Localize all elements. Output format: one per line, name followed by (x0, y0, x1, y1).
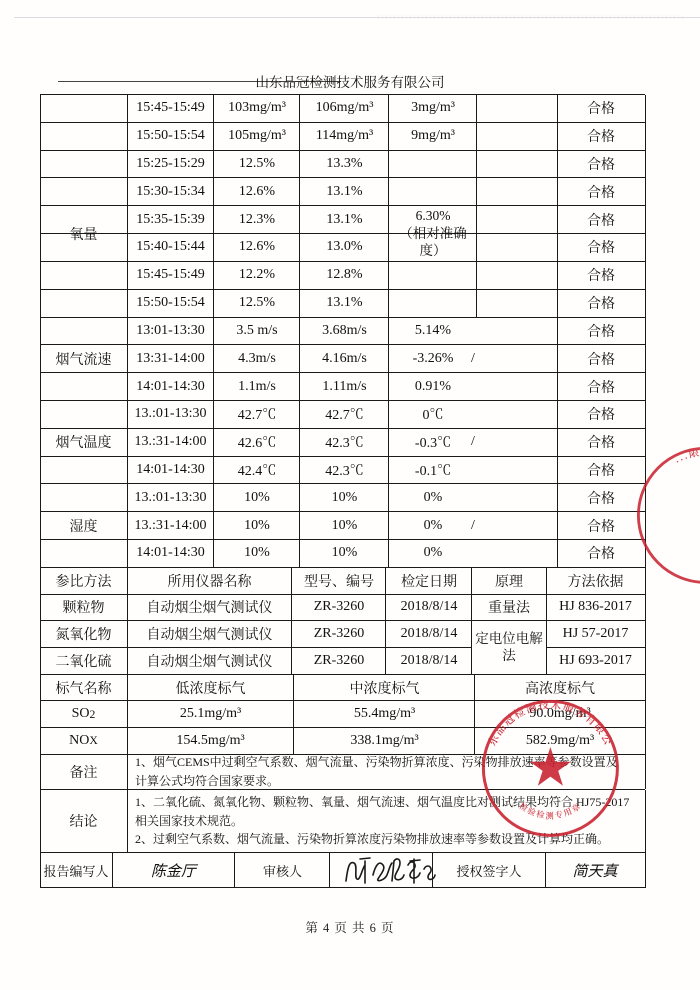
svg-text:...限公司章: ...限公司章 (670, 443, 700, 465)
